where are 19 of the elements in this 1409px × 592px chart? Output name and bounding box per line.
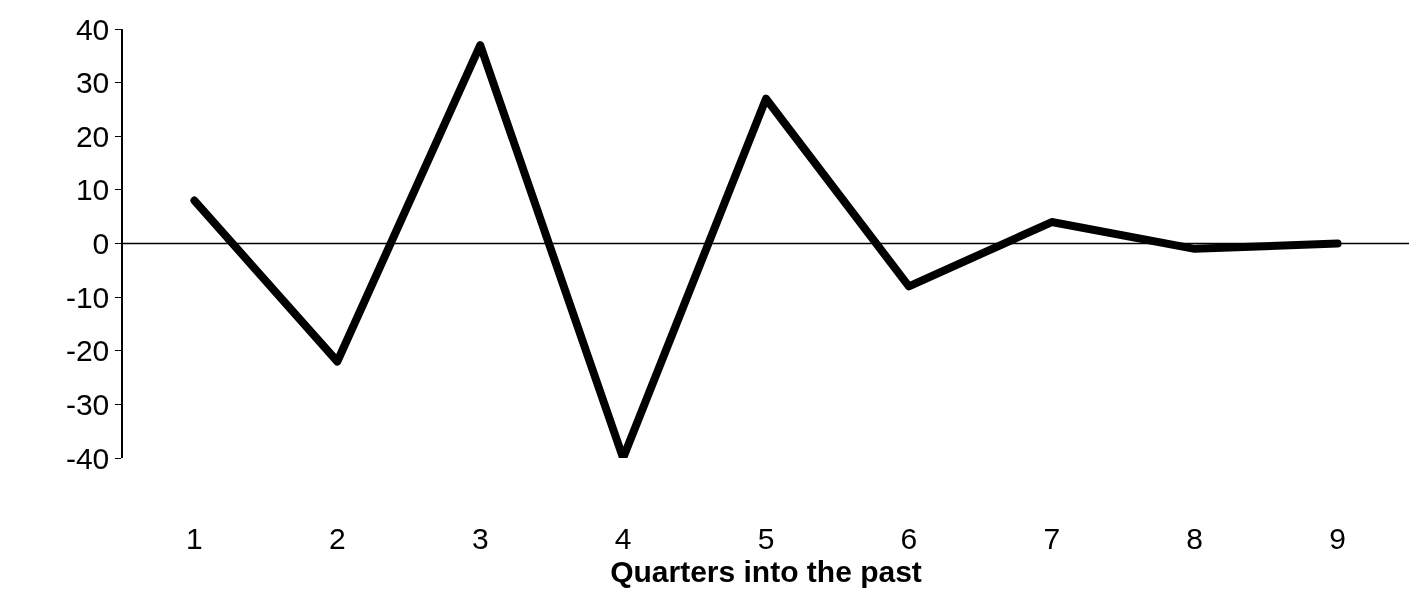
x-tick-label: 2: [328, 522, 346, 555]
x-tick-label: 7: [1043, 522, 1061, 555]
x-tick-label: 9: [1329, 522, 1346, 555]
y-tick-label: 30: [75, 66, 110, 100]
x-tick-label: 3: [471, 522, 489, 555]
y-tick-label: 0: [92, 227, 110, 260]
y-tick-label: 10: [75, 173, 110, 207]
y-tick-label: -20: [65, 334, 110, 368]
y-tick-label: -40: [65, 441, 110, 475]
x-axis-title: Quarters into the past: [610, 555, 922, 588]
y-tick-label: 20: [75, 119, 110, 153]
x-tick-label: 6: [900, 522, 918, 555]
x-tick-label: 5: [757, 522, 775, 555]
x-tick-label: 8: [1186, 522, 1204, 555]
x-tick-label: 1: [186, 522, 203, 555]
y-tick-label: 40: [75, 12, 110, 46]
y-tick-label: -10: [65, 280, 110, 314]
y-tick-label: -30: [65, 387, 110, 421]
x-tick-label: 4: [614, 522, 632, 555]
